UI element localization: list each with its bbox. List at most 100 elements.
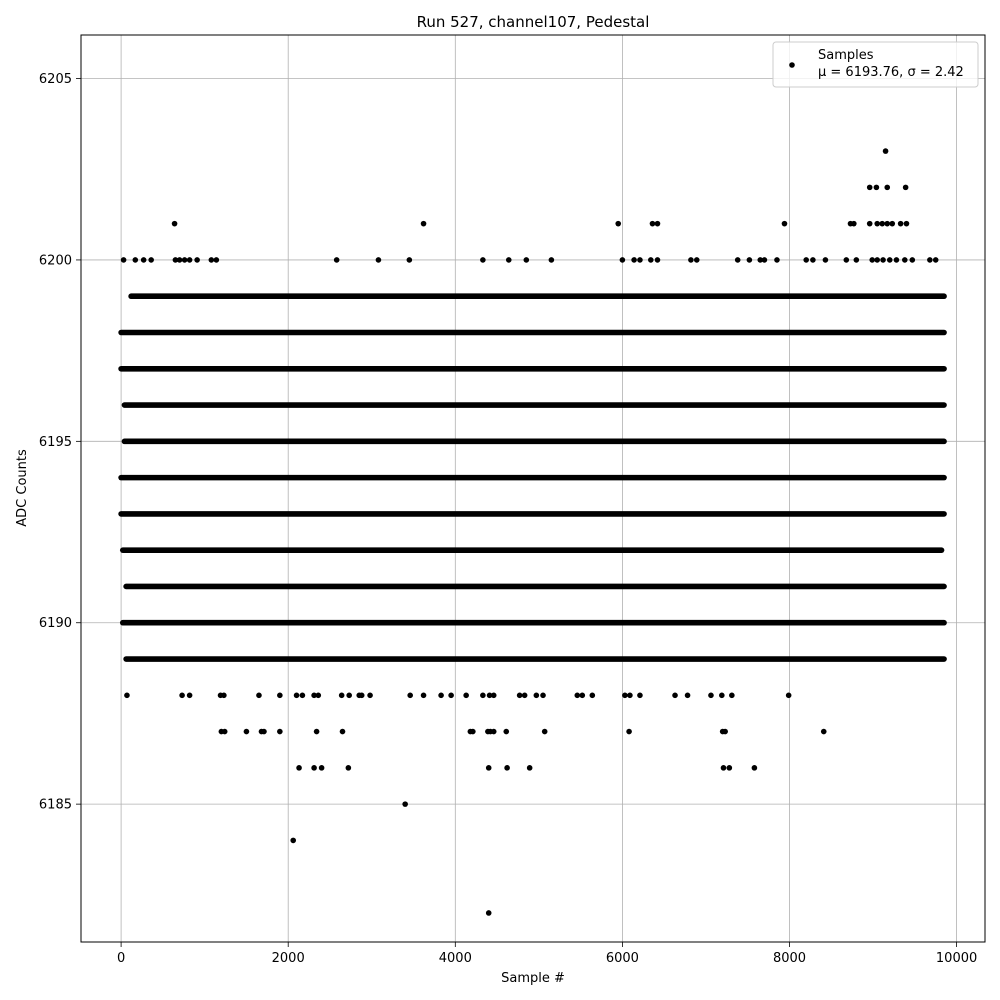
data-point xyxy=(420,692,427,699)
data-point xyxy=(172,257,179,263)
data-point xyxy=(654,220,661,227)
data-point xyxy=(485,910,492,916)
data-point xyxy=(406,257,413,263)
data-point xyxy=(853,257,860,263)
data-point xyxy=(627,692,633,699)
data-point xyxy=(345,765,352,771)
data-point xyxy=(480,692,486,699)
data-point xyxy=(504,765,510,771)
data-point xyxy=(873,184,880,191)
data-point xyxy=(810,257,816,263)
data-point xyxy=(672,692,678,699)
data-point xyxy=(785,692,792,699)
data-point xyxy=(874,257,881,263)
data-point xyxy=(781,220,788,227)
x-axis-label: Sample # xyxy=(501,971,565,986)
data-point xyxy=(485,765,492,771)
data-point xyxy=(927,257,933,263)
grid-lines xyxy=(81,35,985,942)
data-point xyxy=(746,257,753,263)
data-points xyxy=(118,148,947,916)
data-point xyxy=(822,257,829,263)
data-point xyxy=(186,257,193,263)
data-point xyxy=(490,692,497,699)
data-point xyxy=(463,692,469,699)
data-point xyxy=(338,692,345,699)
data-point xyxy=(649,220,656,227)
legend-series-stats: μ = 6193.76, σ = 2.42 xyxy=(818,65,964,80)
data-point xyxy=(486,692,493,699)
data-point xyxy=(448,692,454,699)
data-point xyxy=(693,257,700,263)
y-axis-ticks: 6185 6190 6195 6200 6205 xyxy=(39,72,81,813)
y-tick-label: 6190 xyxy=(39,616,72,631)
x-tick-label: 10000 xyxy=(936,951,977,966)
data-point xyxy=(480,257,486,263)
data-point xyxy=(358,692,365,699)
data-point xyxy=(438,692,444,699)
y-tick-label: 6185 xyxy=(39,798,72,813)
data-point xyxy=(720,765,727,771)
data-point xyxy=(909,257,916,263)
data-point xyxy=(631,257,637,263)
y-tick-label: 6205 xyxy=(39,72,72,87)
legend-marker xyxy=(789,62,795,68)
x-tick-label: 8000 xyxy=(773,951,806,966)
data-point xyxy=(503,728,510,735)
data-point xyxy=(533,692,540,699)
data-point xyxy=(293,692,300,699)
data-point xyxy=(843,257,850,263)
data-point xyxy=(589,692,596,699)
data-point xyxy=(311,765,317,771)
data-point xyxy=(186,692,193,699)
data-point xyxy=(339,728,346,735)
data-point xyxy=(820,728,827,735)
data-point xyxy=(171,220,178,227)
y-tick-label: 6200 xyxy=(39,253,72,268)
data-point xyxy=(140,257,147,263)
data-point xyxy=(708,692,714,699)
y-tick-label: 6195 xyxy=(39,435,72,450)
data-point xyxy=(243,728,250,735)
data-point xyxy=(884,220,891,227)
data-point xyxy=(315,692,322,699)
data-point xyxy=(637,692,643,699)
data-point xyxy=(181,257,188,263)
data-point xyxy=(879,220,886,227)
data-point xyxy=(221,728,228,735)
data-point xyxy=(318,765,325,771)
x-tick-label: 4000 xyxy=(439,951,472,966)
data-point xyxy=(734,257,741,263)
data-point xyxy=(402,801,408,807)
data-point xyxy=(897,220,904,227)
data-point xyxy=(277,692,283,699)
x-tick-label: 2000 xyxy=(272,951,305,966)
data-point xyxy=(684,692,691,699)
data-point xyxy=(540,692,546,699)
data-point xyxy=(541,728,548,735)
data-point xyxy=(470,728,476,735)
data-point xyxy=(901,257,908,263)
data-point xyxy=(889,220,896,227)
data-point xyxy=(261,728,267,735)
legend: Samples μ = 6193.76, σ = 2.42 xyxy=(772,41,979,88)
data-point xyxy=(637,257,643,263)
data-point xyxy=(574,692,581,699)
data-point xyxy=(132,257,139,263)
data-point xyxy=(654,257,661,263)
data-point xyxy=(866,220,873,227)
data-point xyxy=(902,184,909,191)
x-tick-label: 6000 xyxy=(606,951,639,966)
data-point xyxy=(333,257,340,263)
data-point xyxy=(722,728,728,735)
data-point xyxy=(688,257,694,263)
x-tick-label: 0 xyxy=(117,951,125,966)
data-point xyxy=(626,728,632,735)
data-point xyxy=(505,257,512,263)
data-point xyxy=(176,257,183,263)
data-point xyxy=(407,692,413,699)
data-point xyxy=(375,257,382,263)
data-point xyxy=(757,257,764,263)
data-point xyxy=(367,692,373,699)
